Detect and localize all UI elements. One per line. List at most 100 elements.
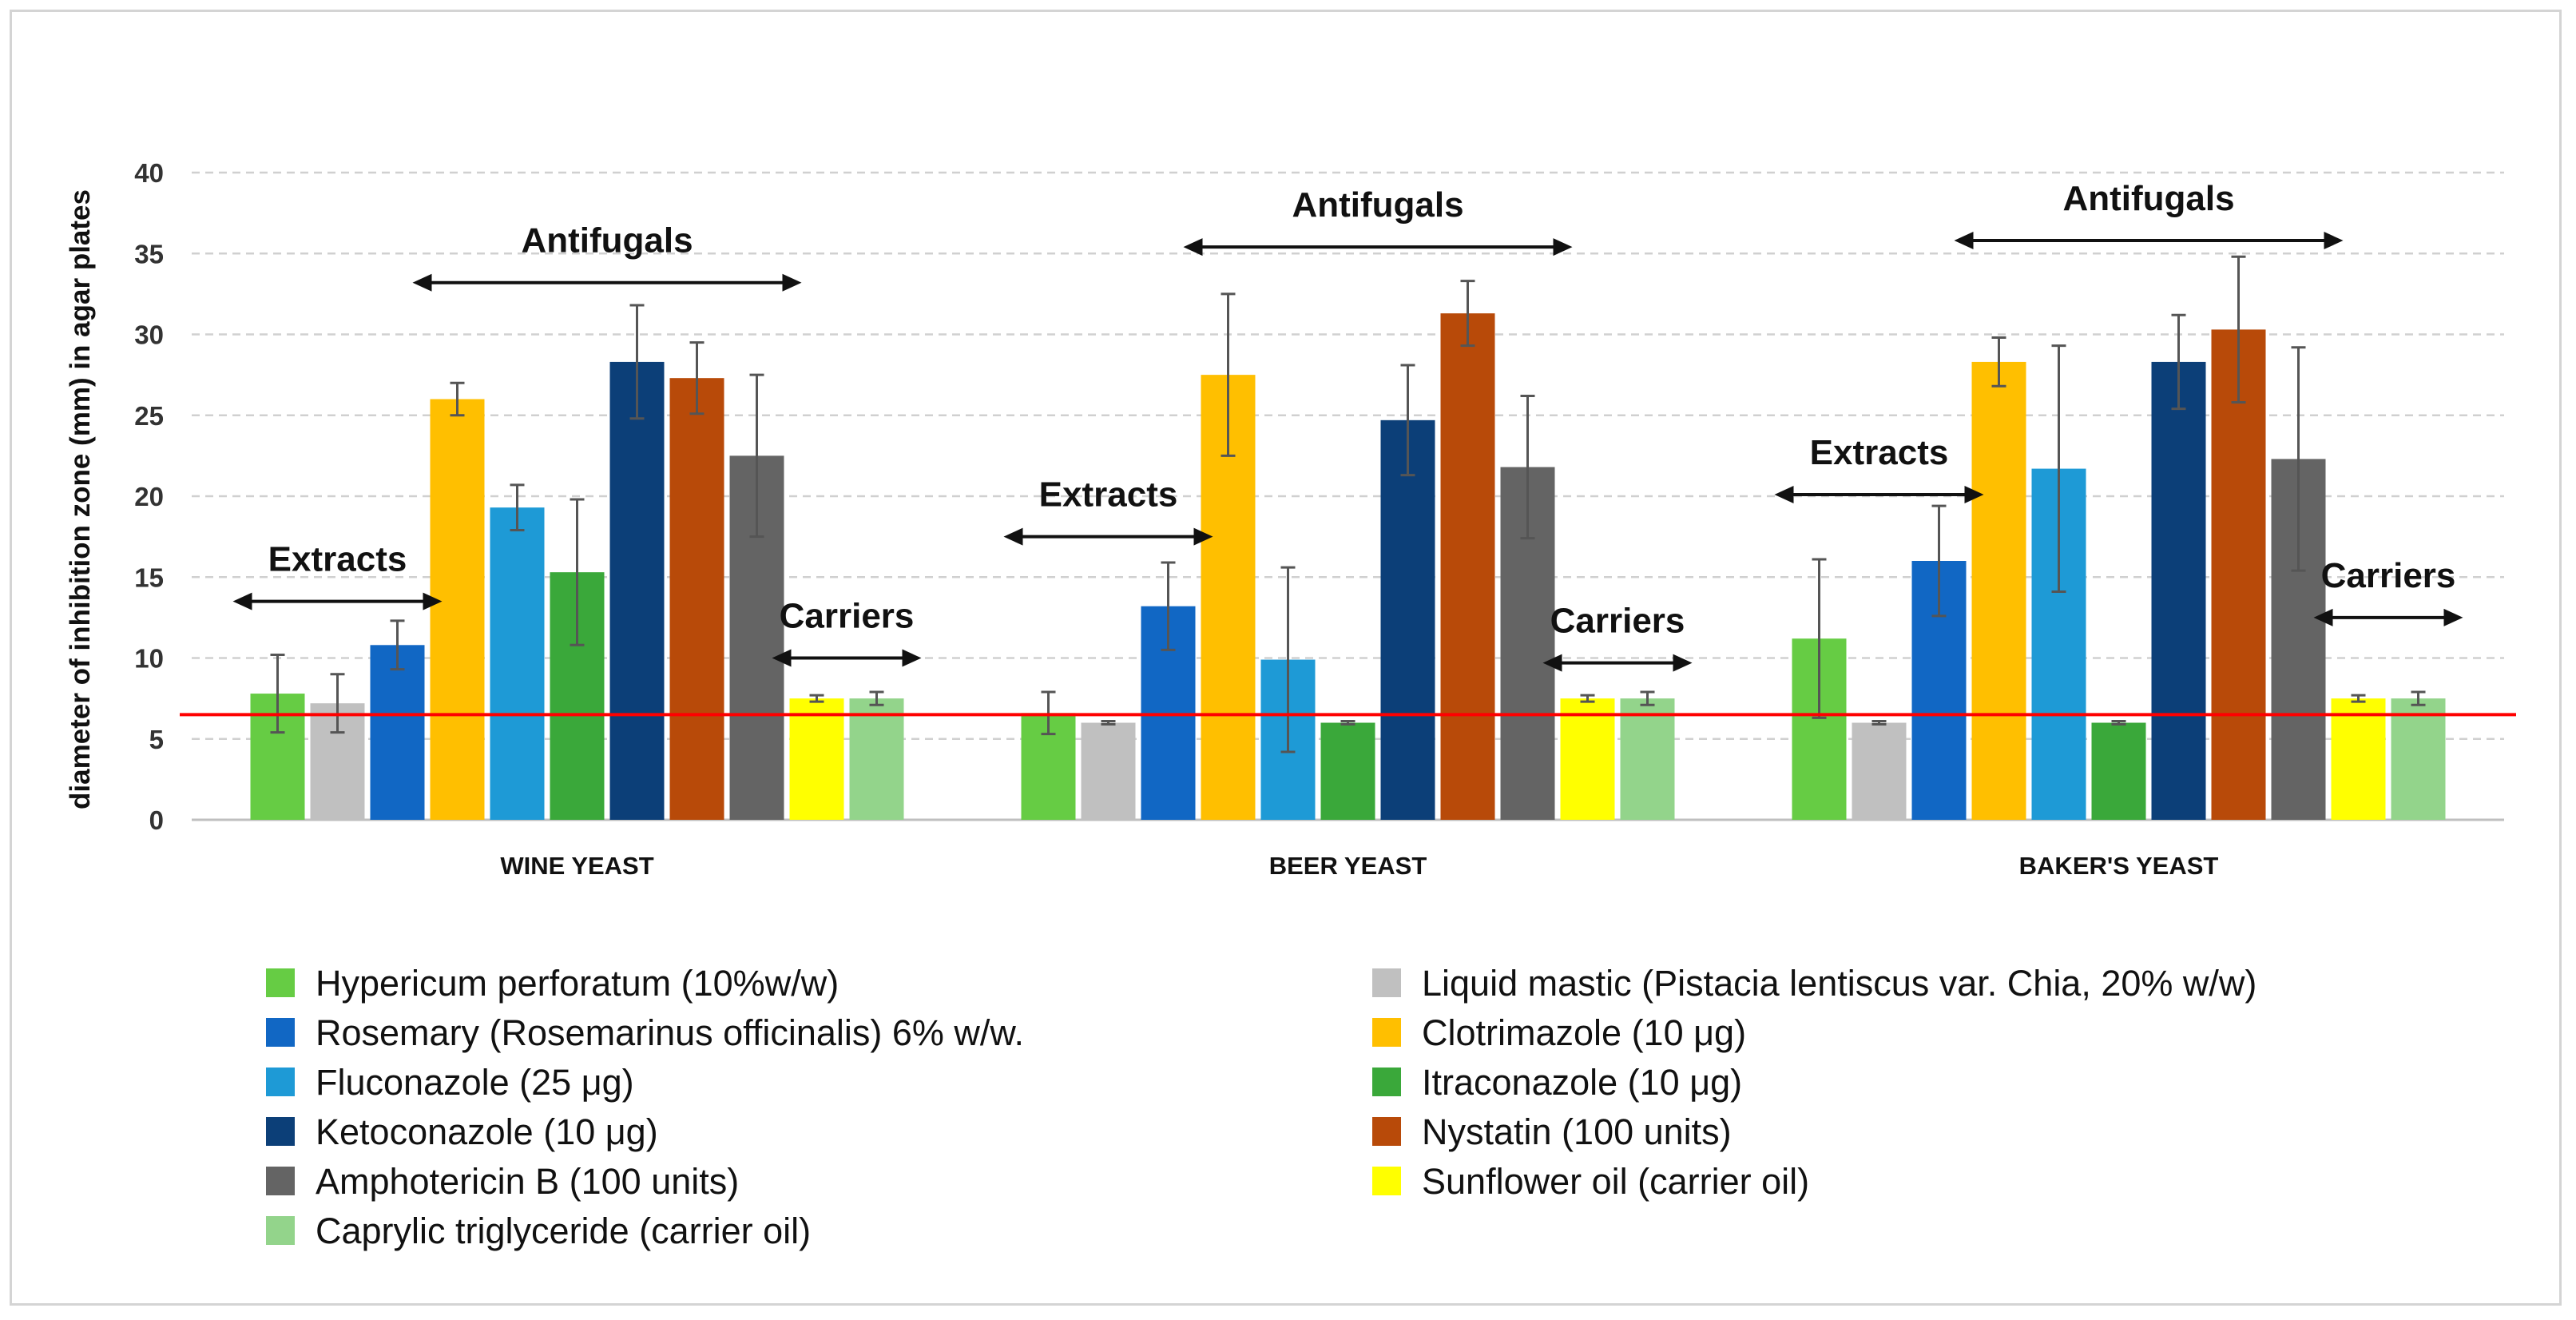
y-tick-label: 5: [149, 725, 164, 754]
error-bar: [1400, 364, 1415, 477]
legend-label: Clotrimazole (10 μg): [1422, 1012, 1746, 1053]
annotation-arrow: [1954, 232, 2344, 250]
y-tick-label: 30: [134, 320, 164, 350]
y-axis-label: diameter of inhibition zone (mm) in agar…: [65, 189, 96, 809]
bar: [669, 378, 724, 820]
legend-label: Caprylic triglyceride (carrier oil): [316, 1211, 811, 1251]
annotation-arrow: [232, 592, 443, 610]
y-tick-label: 40: [134, 158, 164, 188]
error-bar: [1041, 690, 1056, 736]
legend: Hypericum perforatum (10%w/w) Liquid mast…: [266, 963, 2256, 1251]
legend-item: Itraconazole (10 μg): [1372, 1062, 1742, 1103]
error-bar: [2171, 313, 2186, 411]
bars: [250, 313, 2446, 820]
error-bar: [510, 483, 525, 532]
legend-item: Rosemary (Rosemarinus officinalis) 6% w/…: [266, 1012, 1024, 1053]
legend-swatch: [1372, 1117, 1401, 1146]
legend-item: Sunflower oil (carrier oil): [1372, 1161, 1809, 1202]
annotations: Extracts Antifugals Carriers Extracts Antifu…: [232, 179, 2463, 672]
error-bar: [749, 373, 764, 539]
bar: [2391, 698, 2446, 820]
legend-label: Nystatin (100 units): [1422, 1111, 1732, 1152]
legend-swatch: [1372, 1167, 1401, 1195]
x-category-label: BAKER'S YEAST: [2019, 852, 2219, 880]
error-bar: [689, 341, 705, 415]
error-bar: [1580, 694, 1595, 703]
bar: [2331, 698, 2386, 820]
error-bar: [869, 690, 884, 706]
error-bar: [1221, 292, 1236, 457]
bar: [430, 399, 485, 820]
error-bar: [1640, 690, 1655, 706]
legend-item: Clotrimazole (10 μg): [1372, 1012, 1746, 1053]
error-bar: [809, 694, 824, 703]
legend-label: Rosemary (Rosemarinus officinalis) 6% w/…: [316, 1012, 1024, 1053]
error-bar: [450, 381, 465, 417]
x-category-label: BEER YEAST: [1269, 852, 1427, 880]
legend-swatch: [266, 1117, 295, 1146]
annotation-label: Extracts: [268, 540, 407, 579]
bar: [2211, 329, 2266, 820]
error-bar: [2231, 255, 2246, 404]
annotation-label: Carriers: [780, 597, 915, 636]
bar: [1560, 698, 1615, 820]
legend-swatch: [1372, 1018, 1401, 1047]
bar: [1440, 313, 1495, 820]
y-tick-label: 0: [149, 805, 164, 835]
bar: [1620, 698, 1675, 820]
annotation-arrow: [1003, 527, 1213, 546]
error-bar: [1340, 719, 1355, 726]
legend-label: Liquid mastic (Pistacia lentiscus var. C…: [1422, 963, 2256, 1004]
y-axis-ticks: 0 5 10 15 20 25 30 35 40: [134, 158, 164, 835]
y-tick-label: 10: [134, 644, 164, 674]
bar: [1971, 361, 2026, 820]
annotation-label: Antifugals: [521, 221, 693, 260]
annotation-label: Antifugals: [2062, 179, 2234, 218]
annotation-arrow: [772, 649, 922, 667]
bar: [490, 507, 545, 820]
error-bar: [270, 653, 285, 734]
annotation-arrow: [412, 273, 802, 292]
bar: [1380, 419, 1435, 820]
legend-label: Sunflower oil (carrier oil): [1422, 1161, 1809, 1202]
x-category-label: WINE YEAST: [500, 852, 653, 880]
bar: [1320, 722, 1375, 820]
legend-swatch: [1372, 968, 1401, 997]
y-tick-label: 20: [134, 482, 164, 511]
y-tick-label: 15: [134, 563, 164, 592]
error-bar: [2111, 719, 2126, 726]
legend-item: Caprylic triglyceride (carrier oil): [266, 1211, 811, 1251]
bar: [1852, 722, 1907, 820]
error-bar: [330, 673, 345, 734]
legend-label: Itraconazole (10 μg): [1422, 1062, 1742, 1103]
annotation-arrow: [1542, 654, 1693, 672]
legend-item: Ketoconazole (10 μg): [266, 1111, 658, 1152]
error-bar: [1101, 719, 1116, 726]
legend-label: Amphotericin B (100 units): [316, 1161, 739, 1202]
legend-item: Fluconazole (25 μg): [266, 1062, 634, 1103]
bar: [2091, 722, 2146, 820]
legend-item: Amphotericin B (100 units): [266, 1161, 739, 1202]
legend-item: Liquid mastic (Pistacia lentiscus var. C…: [1372, 963, 2256, 1004]
error-bar: [1280, 566, 1296, 753]
error-bar: [570, 498, 585, 646]
legend-label: Fluconazole (25 μg): [316, 1062, 634, 1103]
error-bar: [2411, 690, 2426, 706]
annotation-label: Antifugals: [1292, 185, 1463, 225]
annotation-label: Carriers: [2321, 556, 2456, 595]
error-bar: [1812, 558, 1827, 719]
bar: [849, 698, 904, 820]
legend-swatch: [266, 968, 295, 997]
y-tick-label: 35: [134, 239, 164, 268]
legend-item: Hypericum perforatum (10%w/w): [266, 963, 839, 1004]
bar: [789, 698, 844, 820]
legend-swatch: [266, 1018, 295, 1047]
error-bar: [2051, 344, 2066, 593]
error-bar: [629, 304, 645, 420]
error-bar: [390, 619, 405, 671]
error-bar: [1871, 719, 1887, 726]
error-bar: [1161, 561, 1176, 651]
legend-label: Ketoconazole (10 μg): [316, 1111, 658, 1152]
legend-item: Nystatin (100 units): [1372, 1111, 1732, 1152]
